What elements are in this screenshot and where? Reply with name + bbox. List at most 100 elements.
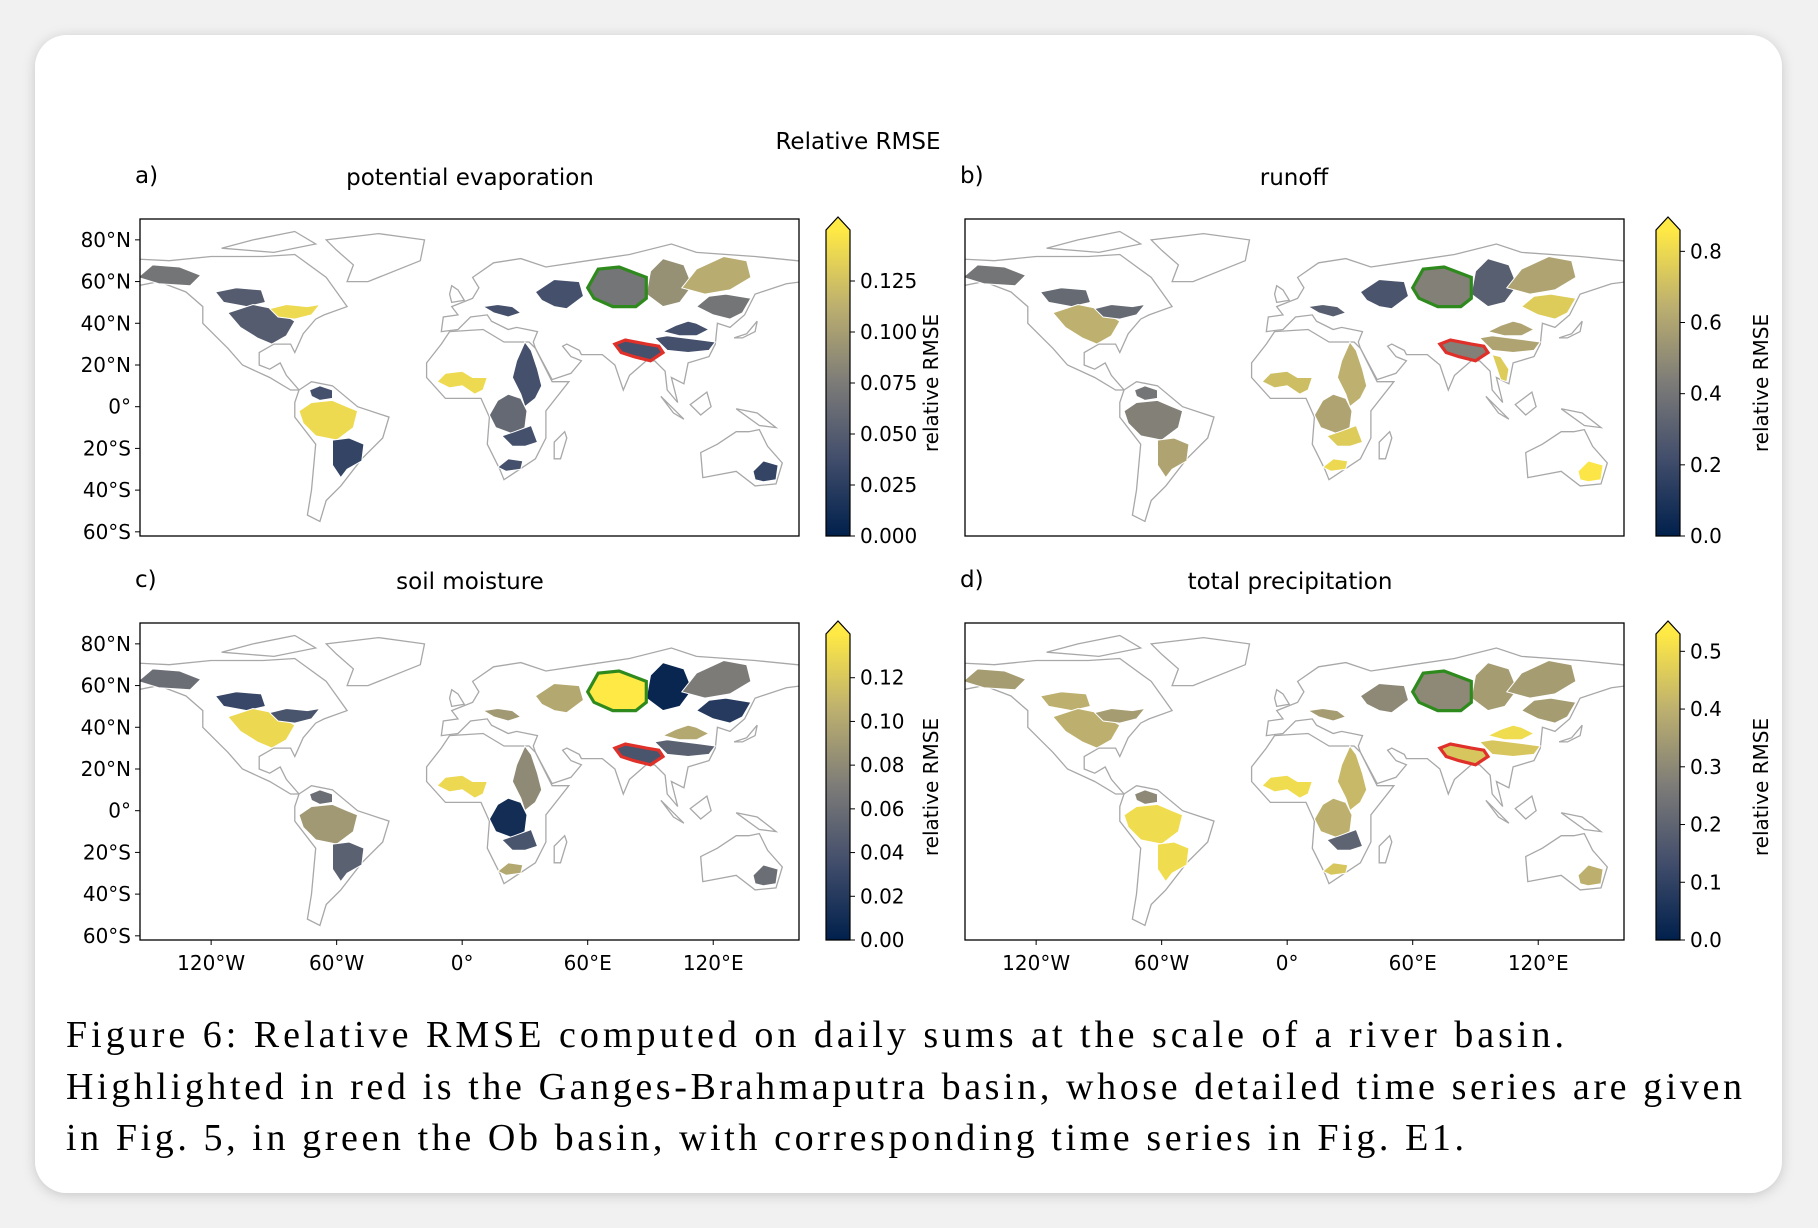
basin-highlight [585, 265, 648, 309]
map-frame [964, 622, 1625, 941]
y-tick-label: 20°N [81, 353, 131, 377]
coastline [1149, 636, 1251, 687]
colorbar-label: relative RMSE [1749, 718, 1773, 856]
y-tick-label: 20°N [81, 757, 131, 781]
colorbar-tick-label: 0.8 [1690, 239, 1722, 263]
coastline [221, 230, 318, 254]
y-tick-label: 20°S [83, 436, 131, 460]
coastline [689, 795, 712, 820]
coastline [1560, 408, 1604, 429]
basin [1486, 724, 1536, 741]
colorbar-extend [826, 621, 850, 634]
y-tick-label: 80°N [81, 228, 131, 252]
basin-highlight [1437, 338, 1491, 363]
coastline [1514, 795, 1537, 820]
basin [1093, 303, 1147, 320]
basin [1123, 803, 1184, 845]
colorbar-tick-label: 0.06 [860, 797, 905, 821]
panel-title: soil moisture [396, 569, 544, 595]
coastline [448, 688, 466, 708]
basin [653, 739, 717, 758]
colorbar-tick-label: 0.2 [1690, 453, 1722, 477]
basin [1321, 862, 1349, 876]
coastline [1149, 232, 1251, 283]
panel-label: b) [960, 163, 984, 189]
x-tick-label: 120°E [683, 951, 744, 975]
basin [752, 460, 779, 483]
x-tick-label: 0° [451, 951, 474, 975]
map [965, 634, 1624, 927]
x-tick-label: 0° [1276, 951, 1299, 975]
basin [1306, 303, 1347, 318]
coastline [660, 799, 685, 824]
basin-highlight [1437, 742, 1491, 767]
basin [511, 341, 543, 408]
coastline [1560, 812, 1604, 833]
basin [268, 303, 322, 320]
basin [1313, 797, 1353, 839]
basin [965, 668, 1027, 691]
map [140, 230, 799, 523]
coastline [324, 636, 426, 687]
y-tick-label: 40°S [83, 478, 131, 502]
coastline [735, 812, 779, 833]
x-tick-label: 60°W [1134, 951, 1189, 975]
basin [1577, 864, 1604, 887]
basin [1336, 341, 1368, 408]
colorbar-tick-label: 0.08 [860, 753, 905, 777]
colorbar-tick-label: 0.125 [860, 269, 917, 293]
colorbar [826, 634, 850, 940]
colorbar-tick-label: 0.10 [860, 709, 905, 733]
basin [436, 370, 488, 395]
y-tick-label: 60°S [83, 520, 131, 544]
basin-highlight [612, 742, 666, 767]
coastline [1514, 391, 1537, 416]
y-tick-label: 60°N [81, 674, 131, 698]
y-tick-label: 80°N [81, 632, 131, 656]
colorbar-tick-label: 0.000 [860, 524, 917, 548]
basin [140, 668, 202, 691]
colorbar-tick-label: 0.4 [1690, 697, 1722, 721]
panel-label: c) [135, 567, 157, 593]
basin [1321, 458, 1349, 472]
basin [1093, 707, 1147, 724]
basin [481, 707, 522, 722]
x-tick-label: 60°E [1389, 951, 1437, 975]
colorbar-frame [825, 216, 851, 537]
x-tick-label: 120°W [1002, 951, 1070, 975]
colorbar-tick-label: 0.100 [860, 320, 917, 344]
x-tick-label: 60°E [564, 951, 612, 975]
basin [1486, 320, 1536, 337]
basin [534, 278, 585, 310]
colorbar-extend [1656, 217, 1680, 230]
basin [661, 320, 711, 337]
colorbar-tick-label: 0.00 [860, 928, 905, 952]
basin [511, 745, 543, 812]
basin [481, 303, 522, 318]
basin [298, 399, 359, 441]
coastline [660, 395, 685, 420]
basin [1325, 828, 1364, 851]
coastline [1485, 395, 1510, 420]
basin [695, 293, 752, 320]
colorbar-tick-label: 0.04 [860, 841, 905, 865]
map-frame [139, 622, 800, 941]
panel-title: total precipitation [1188, 569, 1393, 595]
basin [500, 828, 539, 851]
coastline [1378, 430, 1393, 460]
coastline [448, 284, 466, 304]
basin [496, 862, 524, 876]
basin [436, 774, 488, 799]
coastline [324, 232, 426, 283]
y-tick-label: 40°S [83, 882, 131, 906]
basin [1336, 745, 1368, 812]
map [140, 634, 799, 927]
basin [1470, 258, 1518, 308]
basin [488, 393, 528, 435]
basin [1157, 437, 1190, 479]
basin [645, 258, 693, 308]
colorbar-label: relative RMSE [919, 718, 943, 856]
basin [661, 724, 711, 741]
coastline [1273, 688, 1291, 708]
basin [214, 287, 267, 308]
